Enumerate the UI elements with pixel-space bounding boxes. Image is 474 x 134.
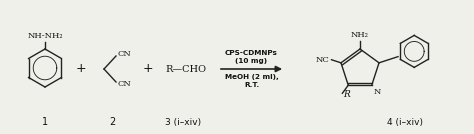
Text: +: + bbox=[143, 62, 153, 75]
Text: NH-NH₂: NH-NH₂ bbox=[27, 32, 63, 40]
Text: (10 mg): (10 mg) bbox=[236, 58, 267, 64]
Text: NC: NC bbox=[316, 56, 329, 64]
Text: N: N bbox=[374, 88, 381, 96]
Text: R—CHO: R—CHO bbox=[165, 64, 206, 74]
Text: MeOH (2 ml),: MeOH (2 ml), bbox=[225, 74, 278, 80]
Text: +: + bbox=[76, 62, 86, 75]
Text: 4 (i–xiv): 4 (i–xiv) bbox=[387, 118, 423, 127]
Text: CN: CN bbox=[118, 80, 132, 88]
Text: CPS-CDMNPs: CPS-CDMNPs bbox=[225, 50, 278, 56]
Text: 1: 1 bbox=[42, 117, 48, 127]
Text: NH₂: NH₂ bbox=[351, 31, 369, 39]
Text: R.T.: R.T. bbox=[244, 82, 259, 88]
Text: 2: 2 bbox=[109, 117, 115, 127]
Text: CN: CN bbox=[118, 50, 132, 58]
Text: R: R bbox=[343, 90, 350, 99]
Text: 3 (i–xiv): 3 (i–xiv) bbox=[165, 118, 201, 127]
